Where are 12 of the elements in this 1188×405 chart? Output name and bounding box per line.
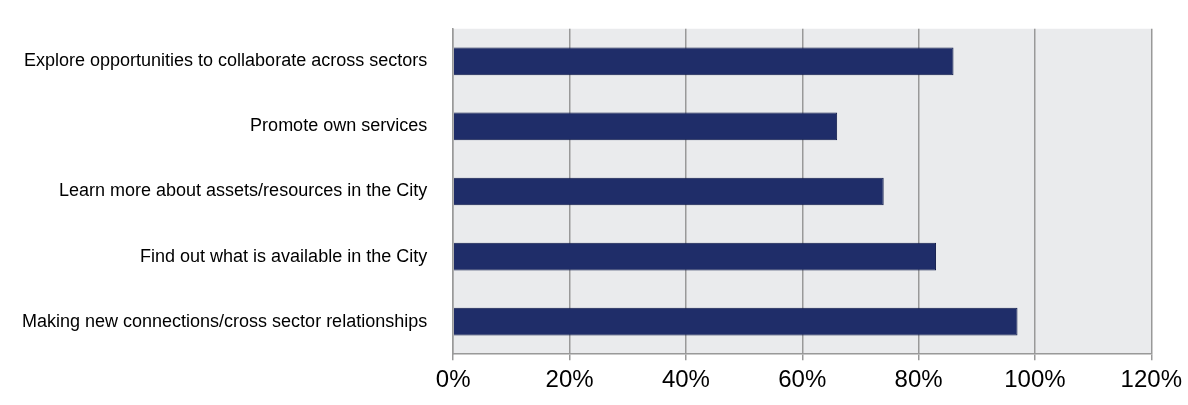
x-tick-label: 20% xyxy=(545,365,594,393)
x-tick-label: 40% xyxy=(661,365,710,393)
y-tick-label: Find out what is available in the City xyxy=(140,245,428,266)
x-tick-label: 100% xyxy=(1004,365,1066,393)
x-tick-label: 0% xyxy=(435,365,471,393)
x-tick-label: 60% xyxy=(778,365,827,393)
y-tick-label: Explore opportunities to collaborate across sectors xyxy=(23,50,428,71)
x-tick-label: 120% xyxy=(1120,365,1182,393)
y-tick-label: Making new connections/cross sector relationships xyxy=(21,310,428,331)
y-tick-label: Learn more about assets/resources in the City xyxy=(59,180,428,201)
x-tick-label: 80% xyxy=(894,365,943,393)
y-tick-label: Promote own services xyxy=(250,115,428,136)
